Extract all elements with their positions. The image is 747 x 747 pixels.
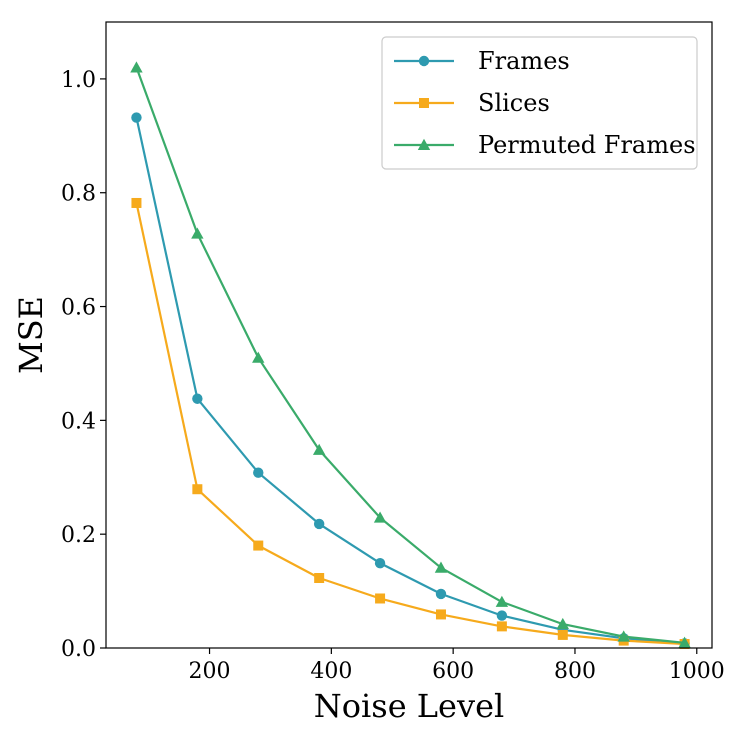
legend-label-2: Permuted Frames: [478, 131, 696, 159]
data-point-2-5: [434, 561, 448, 573]
data-point-2-4: [373, 511, 387, 523]
data-point-0-0: [131, 112, 142, 123]
legend-box: [381, 36, 698, 170]
y-tick-label-2: 0.4: [61, 409, 96, 434]
data-point-0-5: [435, 588, 447, 600]
data-point-1-4: [375, 593, 386, 604]
data-point-2-2: [252, 351, 265, 363]
legend-item-2: Permuted Frames: [394, 131, 696, 159]
plot-frame: [105, 21, 713, 649]
y-tick-label-4: 0.8: [61, 182, 96, 207]
y-tick-label-1: 0.2: [61, 523, 96, 548]
x-tick-label-4: 1000: [669, 659, 725, 684]
axes-layer: 200 400 600 800 1000 0.0 0.2 0.4 0.6 0.8 1.0: [61, 21, 725, 684]
data-point-0-6: [496, 610, 508, 621]
legend: Frames Slices Permuted Frames: [381, 36, 698, 170]
y-tick-label-3: 0.6: [61, 296, 96, 321]
data-point-2-1: [191, 227, 204, 239]
data-point-1-7: [557, 629, 568, 640]
legend-marker-0: [418, 55, 430, 67]
series-2: [130, 61, 691, 648]
data-point-1-2: [253, 540, 264, 551]
data-point-0-3: [313, 518, 325, 530]
y-axis-label: MSE: [12, 296, 50, 374]
data-point-2-3: [312, 443, 326, 455]
legend-marker-1: [419, 98, 429, 108]
data-point-1-0: [131, 197, 142, 208]
legend-item-0: Frames: [394, 47, 570, 75]
data-point-2-8: [617, 630, 630, 642]
y-tick-label-5: 1.0: [61, 68, 96, 93]
y-tick-label-0: 0.0: [61, 637, 96, 662]
data-point-1-3: [314, 573, 325, 584]
legend-item-1: Slices: [394, 89, 550, 117]
data-point-1-1: [192, 484, 203, 495]
series-layer: [130, 61, 691, 650]
data-point-0-1: [192, 393, 203, 404]
legend-label-1: Slices: [478, 89, 550, 117]
data-point-1-6: [496, 621, 507, 632]
x-tick-label-3: 800: [554, 659, 596, 684]
x-tick-label-0: 200: [189, 659, 231, 684]
data-point-0-2: [253, 467, 264, 478]
series-line-2: [135, 67, 685, 644]
series-line-1: [135, 202, 685, 646]
x-tick-label-1: 400: [310, 659, 352, 684]
legend-label-0: Frames: [478, 47, 570, 75]
x-tick-label-2: 600: [432, 659, 474, 684]
data-point-1-5: [435, 609, 446, 620]
data-point-2-7: [556, 617, 569, 630]
data-point-0-4: [374, 558, 386, 569]
series-line-0: [135, 117, 685, 645]
data-point-2-6: [495, 595, 509, 607]
data-point-2-0: [130, 61, 143, 73]
legend-marker-2: [417, 138, 431, 150]
data-point-2-9: [678, 636, 691, 648]
x-axis-label: Noise Level: [314, 687, 504, 725]
